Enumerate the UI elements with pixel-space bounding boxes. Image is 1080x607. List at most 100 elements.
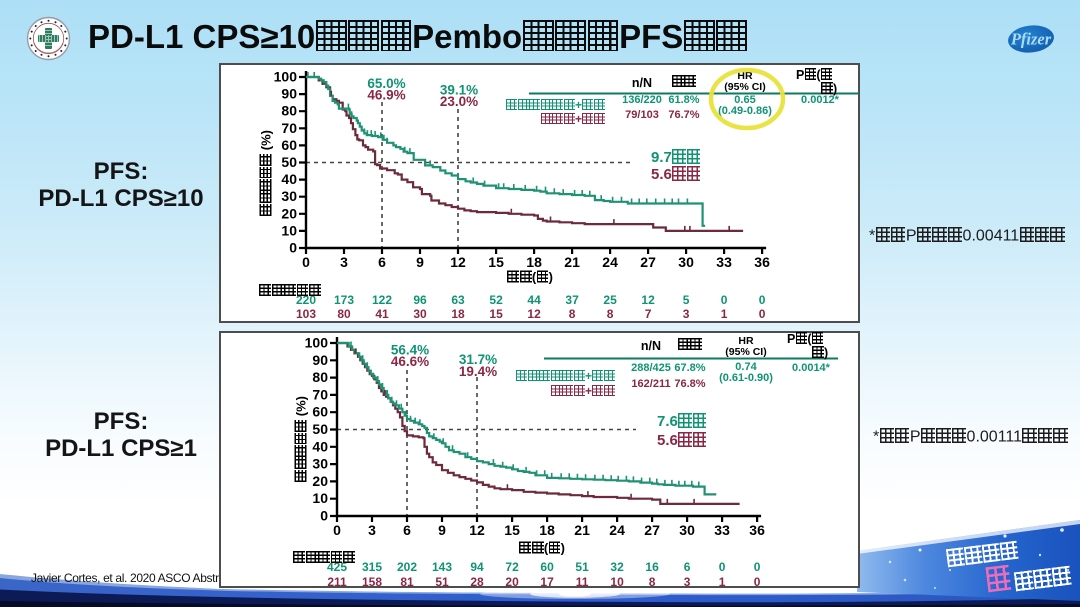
svg-text:6: 6 [684,560,691,574]
svg-text:65.0%: 65.0% [367,76,405,91]
svg-text:18: 18 [539,522,555,538]
svg-text:90: 90 [281,86,297,102]
svg-text:10: 10 [281,222,297,238]
svg-text:30: 30 [413,307,427,321]
svg-text:103: 103 [296,307,316,321]
svg-text:15: 15 [488,254,504,270]
svg-text:18: 18 [526,254,542,270]
svg-text:32: 32 [610,560,624,574]
svg-text:3: 3 [368,522,376,538]
svg-text:61.8%: 61.8% [668,94,699,106]
svg-text:16: 16 [645,560,659,574]
svg-text:40: 40 [281,171,297,187]
svg-text:67.8%: 67.8% [674,362,705,374]
svg-text:15: 15 [504,522,520,538]
svg-text:0: 0 [320,508,328,524]
svg-text:(95% CI): (95% CI) [724,81,765,93]
svg-text:0: 0 [302,254,310,270]
svg-text:3: 3 [683,307,690,321]
svg-text:56.4%: 56.4% [391,343,429,358]
svg-text:(0.49-0.86): (0.49-0.86) [718,105,772,117]
svg-text:51: 51 [435,575,449,589]
svg-text:Pfizer: Pfizer [1010,30,1052,49]
svg-text:30: 30 [678,254,694,270]
svg-text:8: 8 [569,307,576,321]
svg-text:28: 28 [470,575,484,589]
svg-text:288/425: 288/425 [631,362,671,374]
svg-text:7: 7 [645,307,652,321]
svg-text:21: 21 [574,522,590,538]
svg-text:39.1%: 39.1% [440,83,478,98]
svg-text:6: 6 [403,522,411,538]
svg-text:158: 158 [362,575,382,589]
svg-text:0.0012*: 0.0012* [801,94,840,106]
svg-text:25: 25 [603,293,617,307]
svg-text:36: 36 [754,254,770,270]
svg-text:80: 80 [337,307,351,321]
svg-text:27: 27 [644,522,660,538]
svg-text:41: 41 [375,307,389,321]
svg-text:3: 3 [684,575,691,589]
svg-text:0: 0 [721,293,728,307]
svg-text:100: 100 [305,335,329,351]
svg-text:40: 40 [312,438,328,454]
svg-text:17: 17 [540,575,554,589]
svg-text:12: 12 [641,293,655,307]
svg-text:n/N: n/N [632,76,652,90]
svg-text:0: 0 [719,560,726,574]
svg-text:0: 0 [289,240,297,256]
svg-text:20: 20 [312,473,328,489]
svg-text:79/103: 79/103 [625,109,659,121]
svg-text:HR: HR [737,70,753,82]
svg-text:122: 122 [372,293,392,307]
svg-text:46.9%: 46.9% [367,88,405,103]
svg-text:0: 0 [759,293,766,307]
svg-text:0.0014*: 0.0014* [792,362,831,374]
svg-text:50: 50 [312,421,328,437]
svg-text:33: 33 [714,522,730,538]
svg-text:76.7%: 76.7% [668,109,699,121]
svg-text:31.7%: 31.7% [459,352,497,367]
svg-text:30: 30 [312,456,328,472]
svg-text:23.0%: 23.0% [440,94,478,109]
svg-text:0.65: 0.65 [734,94,755,106]
svg-text:10: 10 [312,490,328,506]
svg-text:52: 52 [489,293,503,307]
svg-text:5: 5 [683,293,690,307]
svg-text:HR: HR [738,335,754,347]
svg-text:24: 24 [609,522,625,538]
svg-text:n/N: n/N [641,339,661,353]
svg-text:33: 33 [716,254,732,270]
svg-text:80: 80 [281,103,297,119]
svg-text:44: 44 [527,293,541,307]
svg-text:0: 0 [754,575,761,589]
svg-text:(95% CI): (95% CI) [725,346,766,358]
svg-text:70: 70 [312,386,328,402]
svg-text:60: 60 [312,404,328,420]
svg-text:51: 51 [575,560,589,574]
svg-text:37: 37 [565,293,579,307]
svg-text:162/211: 162/211 [631,378,670,390]
svg-text:72: 72 [505,560,519,574]
svg-text:30: 30 [281,188,297,204]
svg-text:90: 90 [312,352,328,368]
svg-text:76.8%: 76.8% [674,378,705,390]
svg-text:(0.61-0.90): (0.61-0.90) [719,372,773,384]
svg-text:0: 0 [759,307,766,321]
svg-text:136/220: 136/220 [622,94,662,106]
svg-text:46.6%: 46.6% [391,354,429,369]
svg-text:425: 425 [327,560,347,574]
svg-text:19.4%: 19.4% [459,364,497,379]
svg-text:173: 173 [334,293,354,307]
svg-text:0: 0 [333,522,341,538]
svg-text:60: 60 [281,137,297,153]
svg-text:27: 27 [640,254,656,270]
svg-text:30: 30 [679,522,695,538]
svg-text:9: 9 [416,254,424,270]
svg-text:220: 220 [296,293,316,307]
svg-text:21: 21 [564,254,580,270]
svg-text:36: 36 [749,522,765,538]
svg-text:10: 10 [610,575,624,589]
svg-text:315: 315 [362,560,382,574]
svg-text:3: 3 [340,254,348,270]
